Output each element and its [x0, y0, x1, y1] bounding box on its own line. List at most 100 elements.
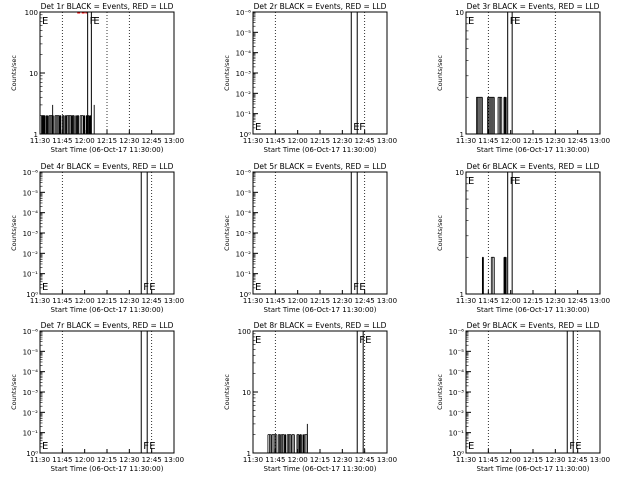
x-tick-label: 11:45: [265, 297, 285, 305]
x-tick-label: 11:30: [30, 137, 50, 145]
chart-panel: Det 9r BLACK = Events, RED = LLD 10⁰ 10⁻¹ 1…: [436, 321, 610, 473]
flag-label: F: [143, 282, 149, 293]
x-tick-label: 12:45: [355, 137, 375, 145]
flag-label: E: [353, 122, 359, 133]
x-tick-label: 12:45: [568, 137, 588, 145]
x-tick-label: 12:30: [545, 456, 565, 464]
x-axis-label: Start Time (06-Oct-17 11:30:00): [264, 465, 377, 473]
chart-title: Det 6r BLACK = Events, RED = LLD: [467, 162, 600, 171]
x-axis-label: Start Time (06-Oct-17 11:30:00): [477, 306, 590, 314]
y-tick-label: 10⁻⁵: [23, 348, 39, 356]
flag-label: F: [143, 441, 149, 452]
x-tick-label: 11:30: [456, 456, 476, 464]
x-tick-label: 13:00: [164, 456, 184, 464]
x-tick-label: 12:15: [310, 297, 330, 305]
x-tick-label: 12:45: [568, 456, 588, 464]
x-tick-label: 12:30: [332, 137, 352, 145]
x-axis-label: Start Time (06-Oct-17 11:30:00): [51, 306, 164, 314]
x-tick-label: 12:45: [355, 456, 375, 464]
x-tick-label: 12:15: [310, 137, 330, 145]
x-tick-label: 12:15: [310, 456, 330, 464]
flag-label: E: [42, 441, 48, 452]
y-tick-label: 10⁻⁶: [236, 9, 252, 17]
y-axis-label: Counts/sec: [10, 215, 18, 251]
flag-label: E: [149, 441, 155, 452]
x-tick-label: 12:00: [288, 137, 308, 145]
y-tick-label: 10: [455, 169, 464, 177]
chart-panel: Det 6r BLACK = Events, RED = LLD 1 10 Count…: [436, 162, 610, 314]
x-tick-label: 12:00: [75, 456, 95, 464]
y-tick-label: 10⁰: [26, 450, 38, 458]
chart-panel: Det 3r BLACK = Events, RED = LLD 1 10 Count…: [436, 2, 610, 154]
flag-label: F: [510, 16, 516, 27]
x-tick-label: 12:30: [119, 297, 139, 305]
y-tick-label: 10⁻⁵: [449, 348, 465, 356]
x-tick-label: 12:00: [75, 137, 95, 145]
y-tick-label: 10⁻⁵: [236, 29, 252, 37]
y-tick-label: 10⁻³: [23, 389, 39, 397]
x-tick-label: 12:30: [119, 456, 139, 464]
x-tick-label: 11:30: [243, 137, 263, 145]
x-tick-label: 13:00: [164, 137, 184, 145]
y-tick-label: 10⁰: [26, 291, 38, 299]
flag-label: E: [255, 122, 261, 133]
x-tick-label: 13:00: [377, 137, 397, 145]
y-tick-label: 10⁻⁴: [236, 50, 252, 58]
y-tick-label: 10⁻¹: [236, 111, 252, 119]
flag-label: F: [510, 176, 516, 187]
x-tick-label: 13:00: [590, 456, 610, 464]
y-axis-label: Counts/sec: [10, 55, 18, 91]
y-axis-label: Counts/sec: [436, 55, 444, 91]
y-tick-label: 10⁻⁶: [23, 169, 39, 177]
flag-label: E: [42, 16, 48, 27]
flag-label: E: [365, 335, 371, 346]
y-axis-label: Counts/sec: [436, 215, 444, 251]
x-tick-label: 11:45: [52, 456, 72, 464]
x-axis-label: Start Time (06-Oct-17 11:30:00): [51, 465, 164, 473]
x-tick-label: 13:00: [590, 297, 610, 305]
x-tick-label: 12:30: [545, 137, 565, 145]
x-tick-label: 11:30: [243, 297, 263, 305]
y-tick-label: 10⁻⁶: [23, 328, 39, 336]
x-tick-label: 12:15: [97, 137, 117, 145]
y-axis-label: Counts/sec: [223, 215, 231, 251]
x-tick-label: 13:00: [164, 297, 184, 305]
chart-title: Det 1r BLACK = Events, RED = LLD: [41, 2, 174, 11]
flag-label: F: [569, 441, 575, 452]
x-tick-label: 11:30: [243, 456, 263, 464]
x-tick-label: 12:15: [523, 137, 543, 145]
x-tick-label: 12:00: [75, 297, 95, 305]
y-tick-label: 10⁰: [239, 131, 251, 139]
x-tick-label: 11:45: [478, 137, 498, 145]
y-tick-label: 10⁻²: [236, 250, 252, 258]
y-tick-label: 10⁻³: [236, 70, 252, 78]
flag-label: E: [514, 176, 520, 187]
x-tick-label: 12:00: [501, 456, 521, 464]
x-tick-label: 12:45: [142, 456, 162, 464]
x-tick-label: 13:00: [377, 456, 397, 464]
y-axis-label: Counts/sec: [436, 374, 444, 410]
flag-label: E: [468, 176, 474, 187]
chart-title: Det 3r BLACK = Events, RED = LLD: [467, 2, 600, 11]
x-tick-label: 12:45: [355, 297, 375, 305]
y-tick-label: 10⁻¹: [449, 430, 465, 438]
flag-label: E: [514, 16, 520, 27]
flag-label: E: [575, 441, 581, 452]
y-tick-label: 10⁻⁴: [236, 210, 252, 218]
y-tick-label: 1: [247, 450, 251, 458]
x-tick-label: 12:00: [501, 297, 521, 305]
flag-label: F: [359, 122, 365, 133]
x-tick-label: 11:30: [456, 297, 476, 305]
x-tick-label: 12:00: [501, 137, 521, 145]
plot-frame: [465, 11, 601, 135]
chart-title: Det 9r BLACK = Events, RED = LLD: [467, 321, 600, 330]
x-axis-label: Start Time (06-Oct-17 11:30:00): [477, 146, 590, 154]
plot-frame: [39, 330, 175, 454]
x-tick-label: 13:00: [590, 137, 610, 145]
chart-title: Det 4r BLACK = Events, RED = LLD: [41, 162, 174, 171]
y-tick-label: 10⁰: [452, 450, 464, 458]
x-tick-label: 12:15: [523, 297, 543, 305]
chart-title: Det 5r BLACK = Events, RED = LLD: [254, 162, 387, 171]
y-tick-label: 10⁻¹: [23, 271, 39, 279]
plot-frame: [465, 330, 601, 454]
